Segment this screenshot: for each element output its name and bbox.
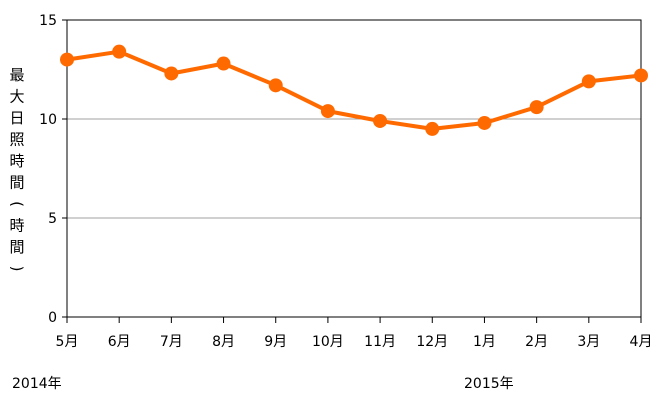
y-axis-label-char: 間 [9,174,24,192]
x-tick-label: 12月 [416,334,448,350]
x-tick-label: 8月 [212,334,235,350]
y-tick-label: 15 [39,13,57,29]
data-point [425,121,440,136]
y-axis-label-char: 時 [9,152,24,170]
data-point [112,44,127,59]
plot-frame [66,19,642,318]
data-point [320,104,335,119]
year-label-2015: 2015年 [464,376,514,392]
y-tick-label: 10 [39,112,57,128]
x-tick-label: 7月 [160,334,183,350]
x-tick-label: 2月 [525,334,548,350]
x-tick-label: 3月 [577,334,600,350]
x-tick-label: 5月 [56,334,79,350]
y-axis-label-char: 日 [9,109,24,127]
y-tick-label: 0 [48,310,57,326]
year-label-2014: 2014年 [12,376,62,392]
y-axis-label-char: 最 [9,66,24,84]
y-axis-label-char: 間 [9,238,24,256]
x-tick-label: 10月 [312,334,344,350]
data-point [581,74,596,89]
data-point [216,56,231,71]
data-point [634,68,648,83]
y-tick-label: 5 [48,211,57,227]
series [60,44,648,136]
data-point [529,100,544,115]
y-axis-label-char: ( [8,201,26,207]
data-point [477,115,492,130]
data-point [268,78,283,93]
x-tick-label: 1月 [473,334,496,350]
x-tick-label: 11月 [364,334,396,350]
gridlines [67,118,641,219]
axes [62,19,642,323]
x-tick-label: 6月 [108,334,131,350]
y-axis-label-char: ) [8,266,26,272]
y-axis-label-char: 大 [9,88,24,106]
x-tick-label: 9月 [264,334,287,350]
series-line [66,49,642,131]
x-tick-label: 4月 [630,334,653,350]
data-point [60,52,74,67]
data-point [373,113,388,128]
x-tick-labels: 5月 6月 7月 8月 9月 10月 11月 12月 1月 2月 3月 4月 [56,334,653,350]
y-axis-label-char: 時 [9,217,24,235]
data-point [164,66,179,81]
y-tick-labels: 0 5 10 15 [39,13,57,326]
y-axis-label-char: 照 [9,131,24,149]
